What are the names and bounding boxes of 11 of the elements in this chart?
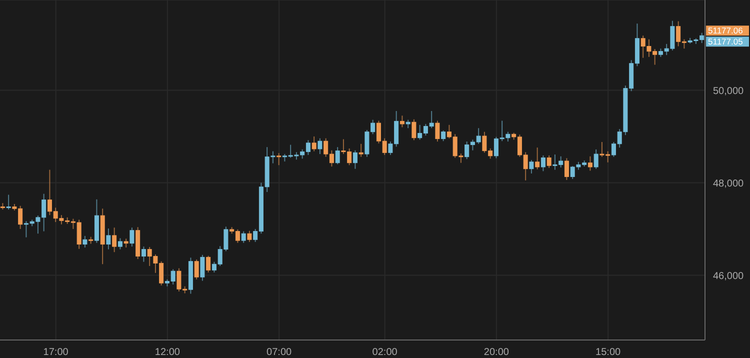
text: 51177.05 [708, 36, 744, 47]
x-tick-label: 12:00 [154, 347, 180, 358]
x-tick-label: 15:00 [596, 347, 622, 358]
y-tick-label: 48,000 [713, 178, 744, 190]
y-tick-label: 46,000 [713, 270, 744, 282]
x-tick-label: 07:00 [266, 347, 292, 358]
x-tick-label: 17:00 [43, 347, 69, 358]
x-tick-label: 20:00 [484, 347, 510, 358]
x-tick-label: 02:00 [372, 347, 398, 358]
y-tick-label: 50,000 [713, 86, 744, 97]
text: 51177.06 [708, 26, 744, 36]
